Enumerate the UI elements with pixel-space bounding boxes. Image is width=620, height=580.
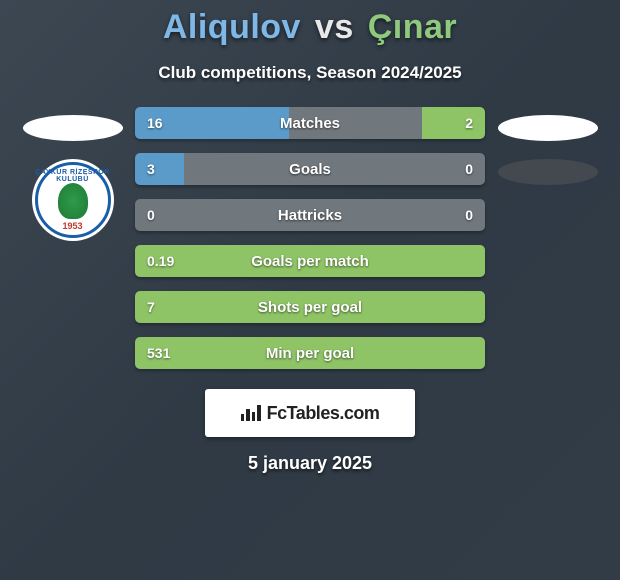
- comparison-card: Aliqulov vs Çınar Club competitions, Sea…: [0, 0, 620, 474]
- bar-chart-icon: [241, 405, 261, 421]
- player1-name: Aliqulov: [163, 8, 301, 46]
- left-column: ÇAYKUR RİZESPOR KULÜBÜ 1953: [20, 107, 125, 241]
- content-row: ÇAYKUR RİZESPOR KULÜBÜ 1953 162Matches 30…: [0, 107, 620, 369]
- vs-text: vs: [315, 8, 354, 46]
- stat-label: Shots per goal: [135, 299, 485, 316]
- stats-bars: 162Matches 30Goals 00Hattricks 0.19Goals pe…: [135, 107, 485, 369]
- stat-label: Min per goal: [135, 345, 485, 362]
- badge-ring-text: ÇAYKUR RİZESPOR KULÜBÜ: [32, 169, 114, 183]
- stat-row: 00Hattricks: [135, 199, 485, 231]
- stat-label: Matches: [135, 115, 485, 132]
- right-column: [495, 107, 600, 185]
- badge-year: 1953: [32, 221, 114, 231]
- subtitle: Club competitions, Season 2024/2025: [0, 63, 620, 83]
- stat-label: Hattricks: [135, 207, 485, 224]
- stat-row: 0.19Goals per match: [135, 245, 485, 277]
- page-title: Aliqulov vs Çınar: [0, 8, 620, 47]
- player1-club-badge: ÇAYKUR RİZESPOR KULÜBÜ 1953: [32, 159, 114, 241]
- stat-label: Goals per match: [135, 253, 485, 270]
- branding-badge[interactable]: FcTables.com: [205, 389, 415, 437]
- stat-row: 30Goals: [135, 153, 485, 185]
- player2-club-badge-placeholder: [498, 159, 598, 185]
- stat-row: 162Matches: [135, 107, 485, 139]
- player2-avatar-placeholder: [498, 115, 598, 141]
- player1-avatar-placeholder: [23, 115, 123, 141]
- footer-date: 5 january 2025: [0, 453, 620, 474]
- branding-text: FcTables.com: [267, 403, 380, 424]
- player2-name: Çınar: [368, 8, 457, 46]
- stat-row: 7Shots per goal: [135, 291, 485, 323]
- stat-label: Goals: [135, 161, 485, 178]
- stat-row: 531Min per goal: [135, 337, 485, 369]
